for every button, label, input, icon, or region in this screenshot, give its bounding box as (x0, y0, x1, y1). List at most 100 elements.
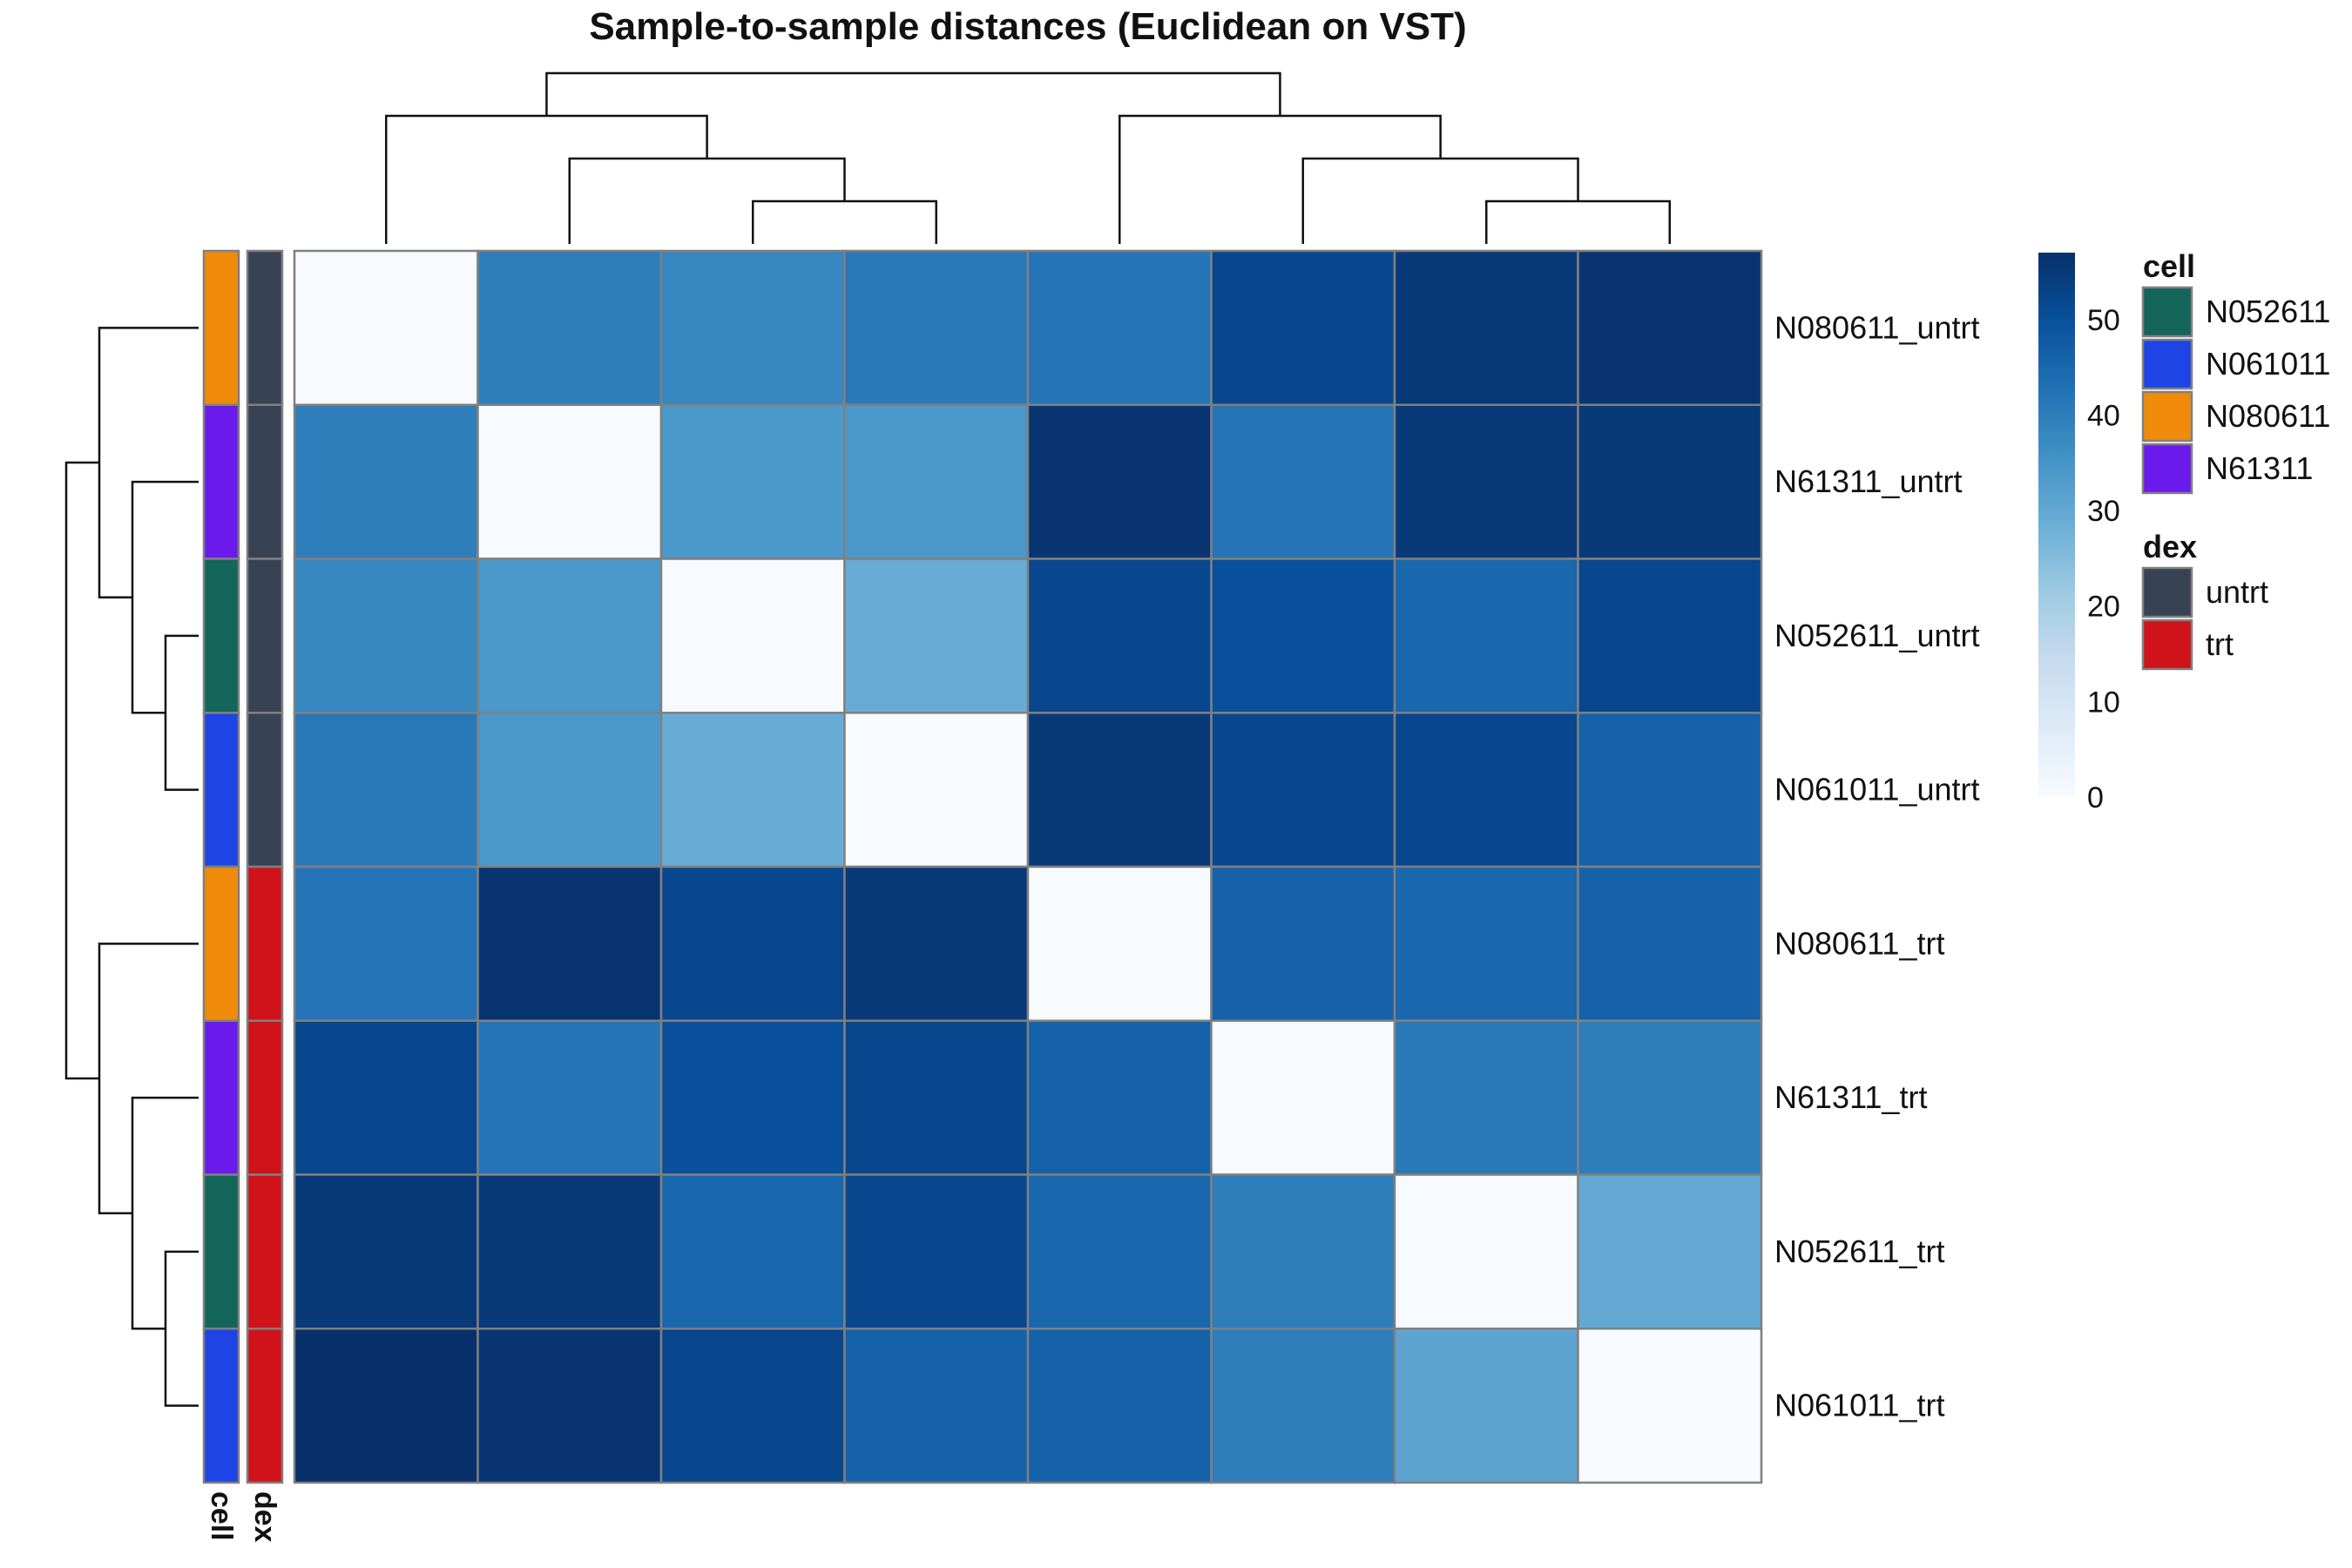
color-scale-legend: 0 10 20 30 40 50 (2038, 253, 2120, 814)
cell-annotation-swatch (202, 712, 240, 868)
color-scale-tick: 10 (2087, 686, 2120, 719)
heatmap-cell (659, 1173, 846, 1330)
legend-swatch (2141, 390, 2193, 443)
dendrogram-branch (1119, 114, 1442, 244)
heatmap-cell (1026, 558, 1213, 714)
cell-annotation-bar (202, 249, 240, 1484)
heatmap-cell (843, 865, 1030, 1022)
legend-label: N61311 (2206, 450, 2313, 486)
heatmap-grid (293, 249, 1763, 1484)
heatmap-cell (1577, 865, 1763, 1022)
chart-title: Sample-to-sample distances (Euclidean on… (589, 5, 1466, 48)
heatmap-cell (843, 403, 1030, 560)
heatmap-cell (476, 249, 663, 406)
heatmap-cell (1026, 1328, 1213, 1484)
cell-annotation-swatch (202, 1328, 240, 1484)
heatmap-cell (1577, 1328, 1763, 1484)
heatmap-cell (1026, 249, 1213, 406)
heatmap-cell (1577, 249, 1763, 406)
legend-label: N061011 (2206, 346, 2330, 382)
heatmap-cell (1210, 712, 1396, 868)
heatmap-cell (659, 1328, 846, 1484)
heatmap-cell (659, 249, 846, 406)
dex-annotation-swatch (246, 865, 284, 1022)
heatmap-cell (843, 1019, 1030, 1176)
heatmap-cell (843, 558, 1030, 714)
heatmap-cell (659, 1019, 846, 1176)
heatmap-cell (1393, 403, 1579, 560)
heatmap-cell (293, 865, 479, 1022)
cell-annotation-swatch (202, 1173, 240, 1330)
row-label: N61311_untrt (1774, 463, 1963, 499)
dex-legend-title: dex (2143, 529, 2197, 564)
dendrogram-branch (1485, 199, 1671, 244)
dex-annotation-label: dex (248, 1491, 281, 1543)
heatmap-cell (476, 712, 663, 868)
heatmap-cell (1577, 558, 1763, 714)
dendrogram-branch (164, 634, 199, 791)
cell-annotation-swatch (202, 558, 240, 714)
color-scale-tick: 50 (2087, 304, 2120, 337)
legend-swatch (2141, 443, 2193, 495)
row-label: N080611_untrt (1774, 309, 1980, 345)
cell-annotation-swatch (202, 249, 240, 406)
cell-legend-title: cell (2143, 248, 2195, 284)
heatmap-cell (1210, 403, 1396, 560)
row-labels: N080611_untrt N61311_untrt N052611_untrt N0… (1774, 309, 1980, 1423)
heatmap-cell (293, 1328, 479, 1484)
heatmap-cell (1210, 1019, 1396, 1176)
heatmap-cell (293, 1173, 479, 1330)
legend-swatch (2141, 338, 2193, 390)
heatmap-cell (1577, 1173, 1763, 1330)
heatmap-cell (843, 712, 1030, 868)
heatmap-cell (843, 1173, 1030, 1330)
legend-label: trt (2206, 626, 2234, 662)
heatmap-cell (1210, 249, 1396, 406)
dex-annotation-swatch (246, 403, 284, 560)
heatmap-cell (1577, 712, 1763, 868)
heatmap-cell (1026, 1173, 1213, 1330)
legend-label: N080611 (2206, 398, 2330, 434)
dendrogram-branch (752, 199, 937, 244)
annotation-legend: cell N052611 N061011 N080611 N61311 dex untrt t… (2141, 248, 2330, 671)
legend-swatch (2141, 286, 2193, 338)
row-label: N061011_trt (1774, 1388, 1944, 1423)
column-dendrogram (385, 71, 1671, 244)
heatmap-cell (476, 558, 663, 714)
dex-annotation-swatch (246, 249, 284, 406)
cell-annotation-swatch (202, 865, 240, 1022)
row-label: N61311_trt (1774, 1079, 1927, 1115)
color-scale-tick: 0 (2087, 781, 2104, 814)
heatmap-cell (659, 558, 846, 714)
heatmap-cell (843, 1328, 1030, 1484)
heatmap-cell (1393, 249, 1579, 406)
heatmap-cell (476, 403, 663, 560)
dendrogram-branch (164, 1250, 199, 1407)
dex-annotation-swatch (246, 712, 284, 868)
heatmap-cell (1026, 865, 1213, 1022)
heatmap-cell (293, 1019, 479, 1176)
legend-swatch (2141, 566, 2193, 618)
dendrogram-branch (545, 71, 1281, 116)
heatmap-cell (1393, 1019, 1579, 1176)
legend-label: N052611 (2206, 294, 2330, 329)
row-label: N052611_untrt (1774, 618, 1980, 653)
heatmap-cell (659, 403, 846, 560)
heatmap-cell (1393, 865, 1579, 1022)
cell-annotation-swatch (202, 1019, 240, 1176)
heatmap-cell (476, 1019, 663, 1176)
heatmap-cell (843, 249, 1030, 406)
heatmap-cell (476, 1173, 663, 1330)
row-label: N061011_untrt (1774, 772, 1980, 808)
heatmap-cell (1210, 865, 1396, 1022)
heatmap-cell (476, 865, 663, 1022)
heatmap-cell (1577, 403, 1763, 560)
heatmap-cell (659, 865, 846, 1022)
heatmap-cell (1026, 712, 1213, 868)
heatmap-cell (1393, 558, 1579, 714)
row-dendrogram (64, 327, 199, 1407)
row-label: N080611_trt (1774, 925, 1944, 961)
heatmap-cell (659, 712, 846, 868)
cell-annotation-swatch (202, 403, 240, 560)
